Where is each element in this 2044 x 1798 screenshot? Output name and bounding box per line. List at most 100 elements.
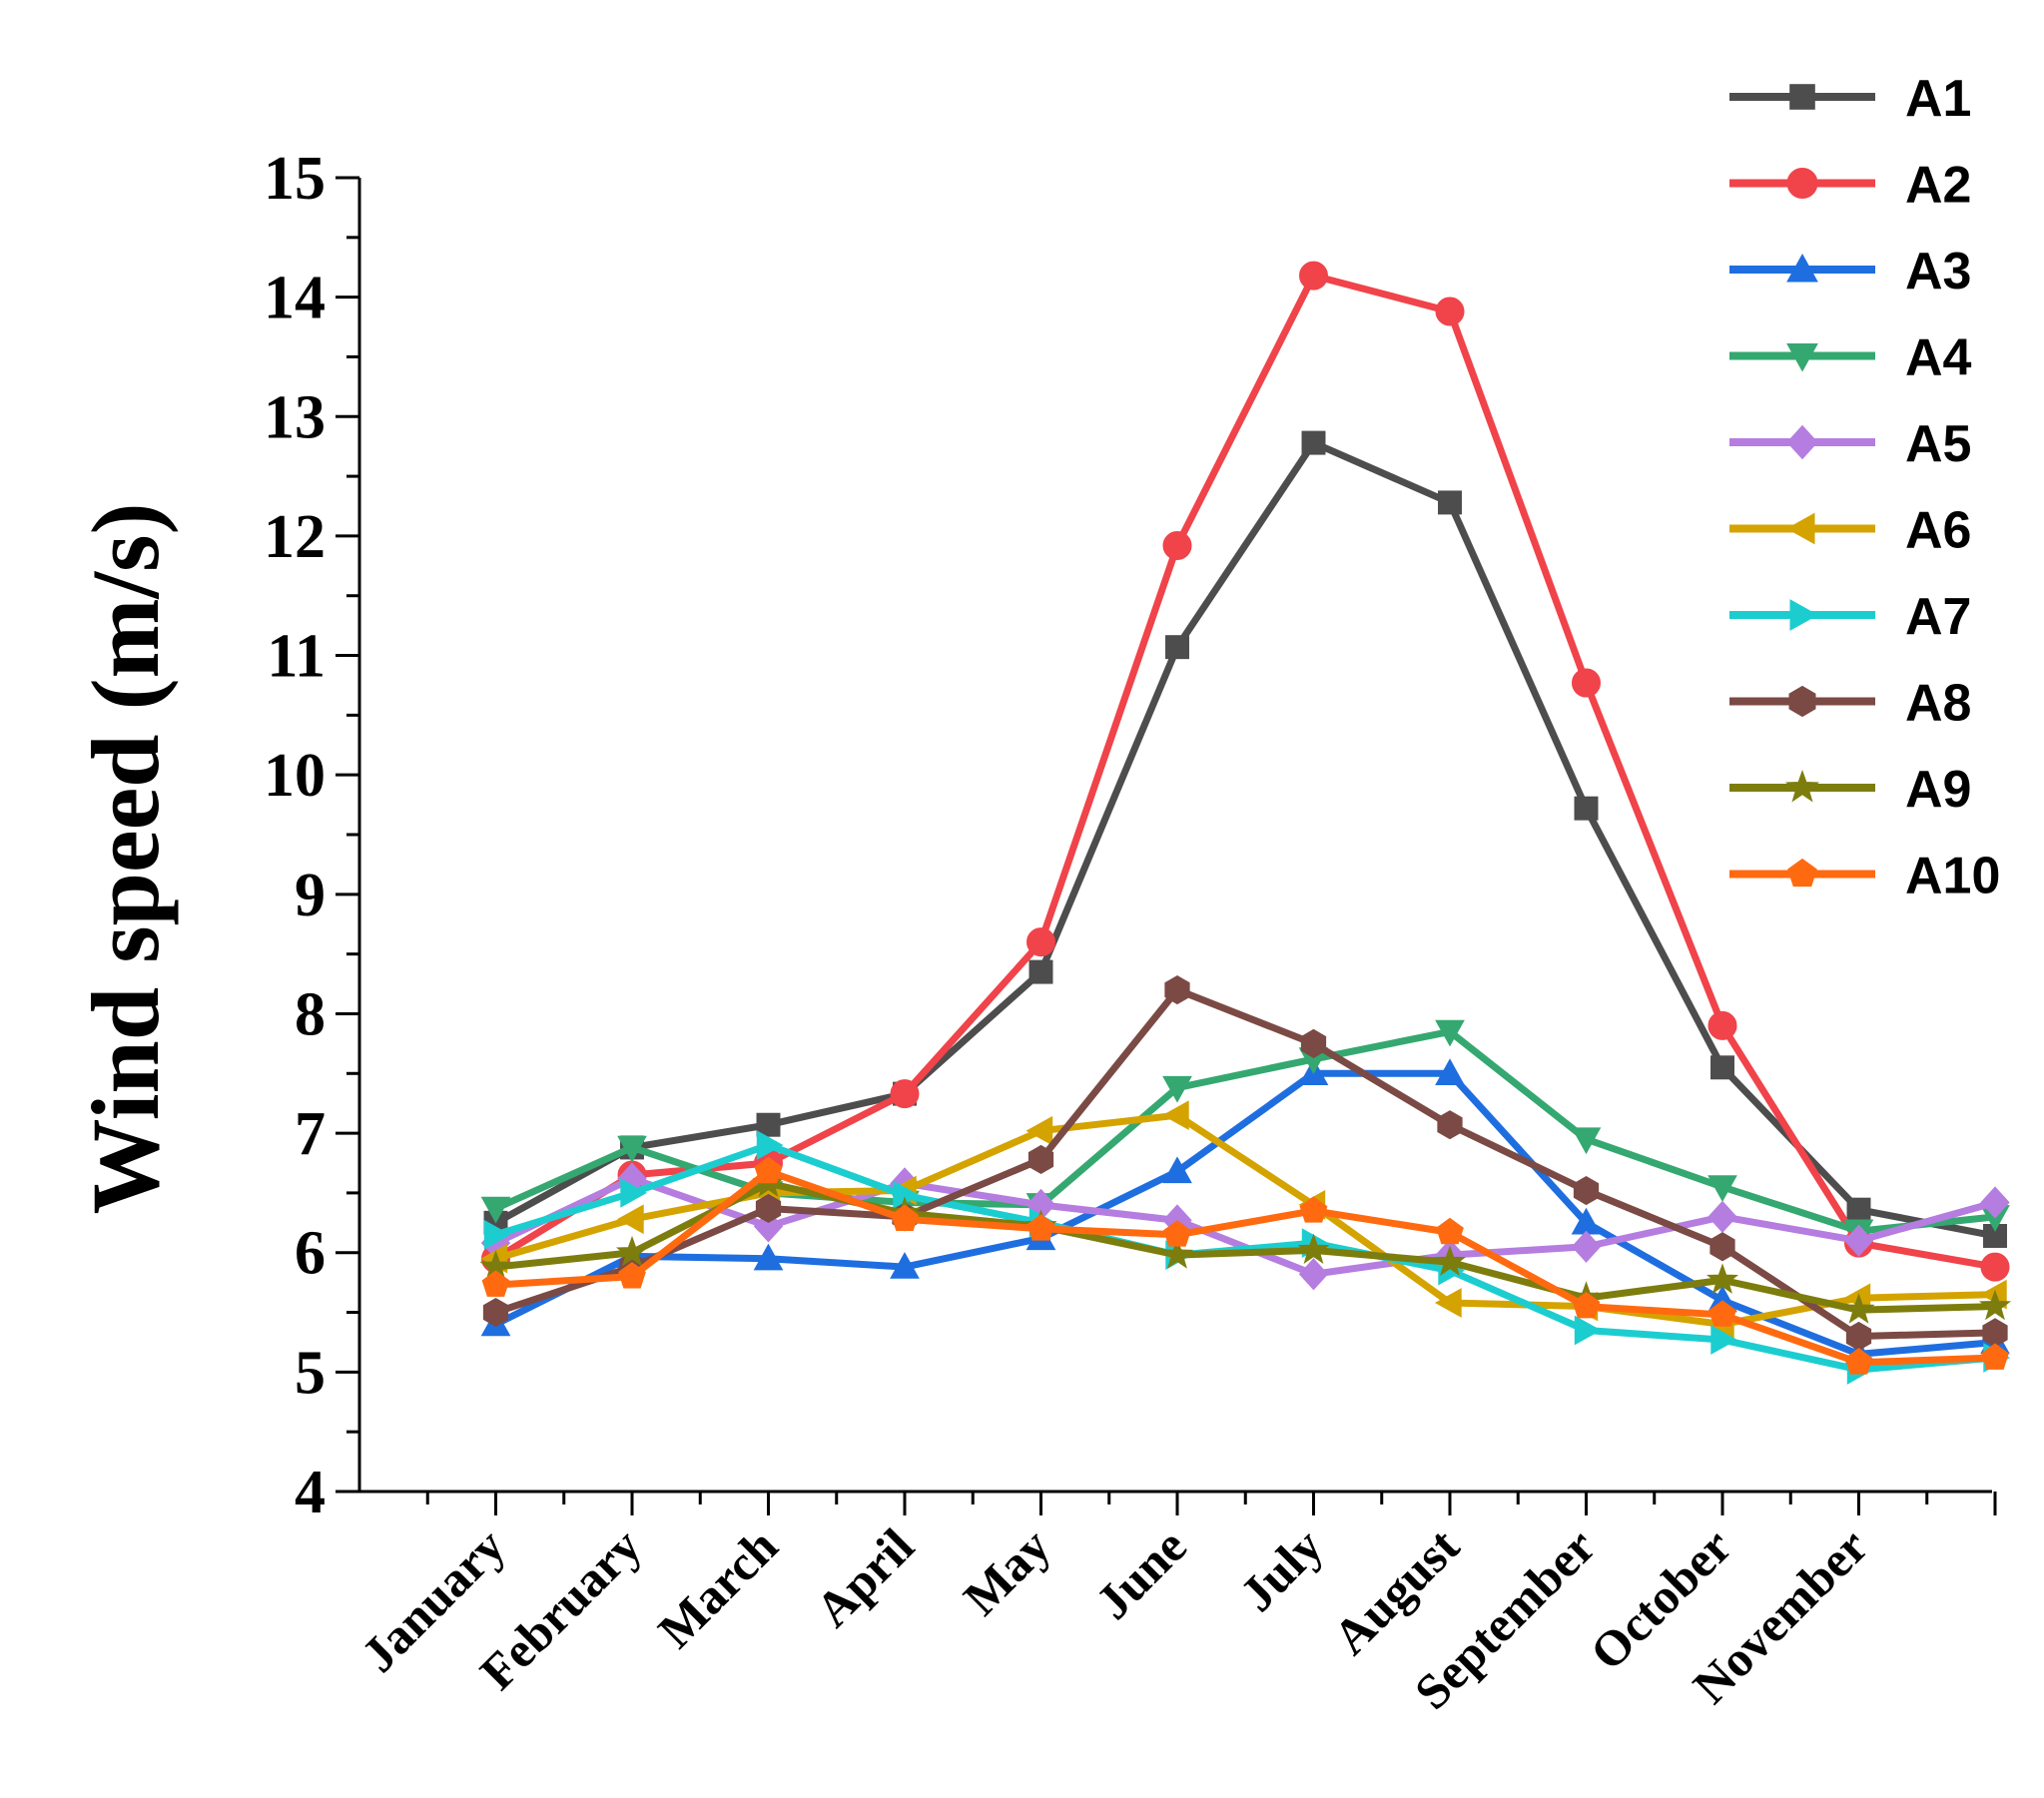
y-tick-label: 14 [264, 265, 326, 332]
data-point-square [1574, 796, 1599, 821]
data-point-diamond [1786, 424, 1818, 460]
data-point-square [1710, 1055, 1734, 1080]
legend-entry-a6: A6 [1729, 502, 1971, 560]
legend-label: A1 [1905, 70, 1971, 128]
x-tick-label: June [1084, 1517, 1196, 1629]
legend-entry-a8: A8 [1729, 675, 1971, 733]
data-point-triangle-down [480, 1196, 511, 1224]
x-tick-label: July [1229, 1517, 1333, 1621]
data-point-triangle-up [1162, 1156, 1192, 1184]
legend-label: A6 [1905, 502, 1971, 560]
data-point-triangle-up [1435, 1058, 1465, 1085]
data-point-hexagon [1164, 974, 1190, 1005]
data-point-pentagon [1572, 1291, 1601, 1319]
y-tick-label: 7 [295, 1100, 326, 1168]
legend-entry-a7: A7 [1729, 588, 1971, 646]
data-point-triangle-down [1786, 343, 1818, 372]
data-point-star [1978, 1289, 2012, 1321]
legend-entry-a5: A5 [1729, 415, 1971, 473]
data-point-pentagon [1163, 1220, 1191, 1247]
legend-label: A9 [1905, 761, 1971, 819]
data-point-circle [1786, 168, 1818, 199]
data-point-triangle-up [753, 1243, 784, 1271]
data-point-star [615, 1235, 649, 1267]
legend-entry-a2: A2 [1729, 157, 1971, 215]
legend-entry-a1: A1 [1729, 70, 1971, 128]
data-point-triangle-down [1571, 1127, 1602, 1155]
data-point-pentagon [1299, 1196, 1328, 1223]
legend-entry-a9: A9 [1729, 761, 1971, 819]
series-line [492, 1167, 1999, 1367]
data-point-circle [1162, 530, 1192, 560]
series-a5 [480, 1162, 2010, 1291]
data-point-pentagon [618, 1262, 646, 1289]
data-point-triangle-right [1574, 1315, 1602, 1346]
data-point-star [1784, 770, 1820, 803]
series-a10 [481, 1156, 2009, 1375]
y-tick-label: 6 [295, 1220, 326, 1288]
y-tick-label: 9 [295, 862, 326, 929]
data-point-star [1433, 1245, 1467, 1276]
data-point-circle [1707, 1010, 1737, 1040]
legend-label: A5 [1905, 415, 1971, 473]
y-tick-label: 15 [264, 145, 326, 213]
data-point-triangle-right [483, 1219, 511, 1250]
data-point-circle [1572, 668, 1601, 698]
data-point-diamond [1707, 1200, 1737, 1233]
data-point-star [1705, 1263, 1739, 1294]
y-tick-label: 13 [264, 383, 326, 451]
data-point-triangle-down [1435, 1019, 1465, 1047]
data-point-pentagon [481, 1270, 510, 1297]
data-point-square [1789, 84, 1815, 110]
data-point-circle [890, 1079, 920, 1109]
data-point-hexagon [1709, 1232, 1735, 1262]
data-point-triangle-down [1162, 1075, 1192, 1103]
data-point-hexagon [1788, 685, 1816, 718]
series-line [492, 1141, 1999, 1374]
data-point-diamond [1298, 1258, 1329, 1291]
data-point-square [756, 1112, 781, 1137]
data-point-triangle-down [617, 1135, 647, 1163]
data-point-triangle-right [756, 1130, 784, 1160]
legend-entry-a4: A4 [1729, 329, 1972, 387]
data-point-triangle-down [1707, 1175, 1737, 1202]
x-tick-label: March [647, 1517, 788, 1658]
y-axis-ticks: 4 5 6 7 8 9 10 11 12 13 14 15 [264, 145, 359, 1526]
data-point-hexagon [1027, 1144, 1054, 1174]
data-point-triangle-left [1161, 1100, 1189, 1130]
data-point-hexagon [1573, 1175, 1600, 1206]
series-lines [479, 261, 2012, 1385]
data-point-circle [1299, 261, 1328, 291]
data-point-triangle-left [616, 1204, 644, 1235]
y-tick-label: 5 [295, 1339, 326, 1407]
series-line [492, 439, 1999, 1240]
data-point-pentagon [1981, 1343, 2009, 1370]
data-point-triangle-left [1025, 1115, 1053, 1146]
y-tick-label: 12 [264, 503, 326, 571]
y-tick-label: 4 [295, 1459, 326, 1526]
data-point-hexagon [1437, 1110, 1463, 1140]
data-point-circle [1980, 1252, 2010, 1282]
data-point-pentagon [1787, 858, 1817, 888]
legend-label: A2 [1905, 157, 1971, 215]
series-line [492, 1069, 1999, 1358]
legend-label: A8 [1905, 675, 1971, 733]
data-point-star [1842, 1293, 1875, 1324]
data-point-star [1160, 1238, 1194, 1269]
data-point-triangle-up [1786, 253, 1818, 283]
data-point-pentagon [1844, 1348, 1873, 1375]
legend-label: A7 [1905, 588, 1971, 646]
data-point-triangle-left [1785, 512, 1815, 545]
y-axis-title: Wind speed (m/s) [72, 502, 179, 1214]
series-a2 [481, 261, 2010, 1282]
data-point-square [1028, 959, 1053, 984]
data-point-square [1438, 490, 1462, 515]
legend-entry-a3: A3 [1729, 243, 1971, 300]
series-line [492, 272, 1999, 1271]
data-point-diamond [1843, 1224, 1874, 1257]
data-point-hexagon [1845, 1321, 1872, 1352]
data-point-pentagon [1708, 1300, 1736, 1327]
data-point-hexagon [482, 1297, 509, 1328]
series-line [492, 986, 1999, 1340]
